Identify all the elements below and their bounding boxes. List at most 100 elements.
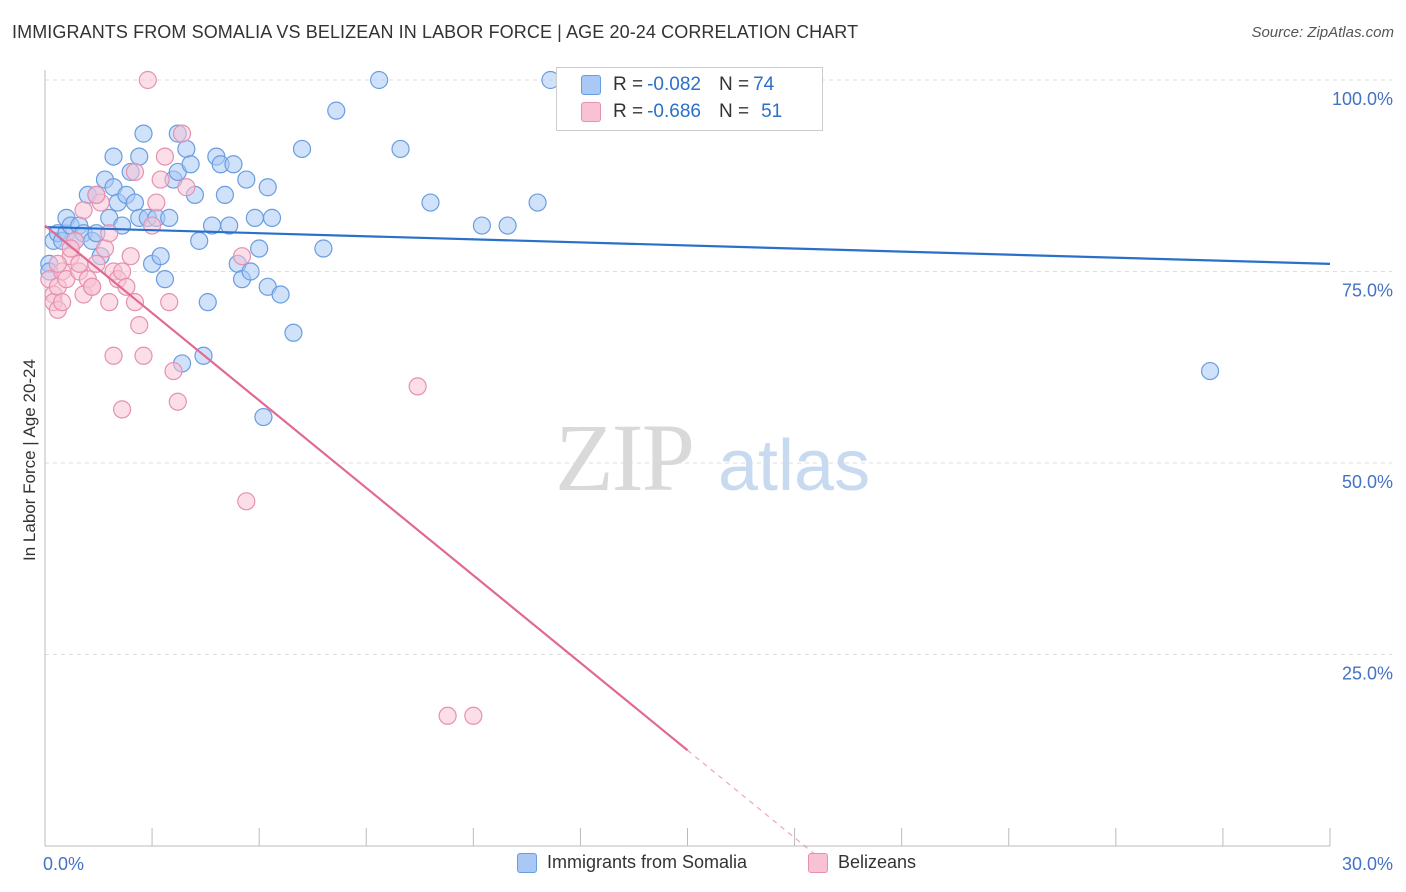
point-somalia [151,247,170,266]
point-somalia [237,170,256,189]
point-somalia [254,407,273,427]
point-somalia [134,124,153,143]
axis-layer [44,70,1331,847]
stats-r-value: -0.686 [647,101,701,122]
grid-layer [45,79,1392,655]
stats-swatch-somalia [581,75,601,95]
point-belizeans [95,239,115,258]
stats-n-label: N = [718,74,750,95]
point-belizeans [177,178,196,197]
point-belizeans [147,193,166,212]
point-belizeans [138,70,157,90]
point-belizeans [112,262,132,281]
point-somalia [224,155,243,174]
stats-r-label: R = [613,101,644,122]
point-belizeans [125,162,145,182]
point-belizeans [160,293,179,312]
point-somalia [370,70,389,90]
point-somalia [220,216,239,235]
stats-legend: R = -0.082 N = 74 R = -0.686 N = 51 [556,67,823,131]
point-belizeans [464,706,483,725]
point-somalia [181,155,200,174]
point-somalia [1200,361,1220,381]
stats-row-belizeans: R = -0.686 N = 51 [581,101,782,123]
point-belizeans [125,293,145,312]
y-tick-label: 25.0% [1342,664,1393,684]
chart-title: IMMIGRANTS FROM SOMALIA VS BELIZEAN IN L… [12,22,859,42]
point-belizeans [87,185,106,204]
point-somalia [314,239,333,258]
point-somalia [130,147,149,166]
point-belizeans [53,293,72,312]
legend-item-somalia[interactable]: Immigrants from Somalia [517,852,747,873]
point-somalia [284,323,303,342]
point-somalia [472,216,491,235]
point-belizeans [100,293,119,312]
stats-r-label: R = [613,74,644,95]
y-tick-label: 75.0% [1342,281,1393,301]
stats-row-somalia: R = -0.082 N = 74 [581,74,774,96]
point-belizeans [237,492,256,511]
point-somalia [245,208,264,227]
point-belizeans [408,377,427,396]
point-belizeans [70,254,89,273]
point-belizeans [172,124,192,143]
y-tick-label: 50.0% [1342,472,1393,492]
trend-extension-belizeans [687,749,817,856]
point-belizeans [121,247,140,266]
point-belizeans [438,706,457,725]
bottom-legend: Immigrants from Somalia Belizeans [0,852,1406,878]
point-belizeans [74,201,93,220]
point-belizeans [164,361,183,381]
point-somalia [177,139,196,159]
x-tick-label: 30.0% [1342,854,1393,874]
point-belizeans [48,254,67,273]
stats-r-value: -0.082 [647,74,701,95]
trend-line-somalia [44,225,1331,265]
point-somalia [421,193,440,212]
legend-label-belizeans: Belizeans [838,852,917,872]
point-somalia [198,293,217,312]
point-somalia [528,193,547,212]
point-somalia [190,231,209,250]
stats-n-label: N = [718,101,750,122]
source-credit: Source: ZipAtlas.com [1251,24,1394,41]
point-belizeans [100,224,119,243]
point-somalia [104,147,123,166]
legend-label-somalia: Immigrants from Somalia [547,852,748,872]
point-somalia [215,185,234,204]
point-belizeans [112,400,132,419]
point-somalia [292,139,312,159]
trend-layer [44,224,1331,856]
point-belizeans [168,392,187,411]
point-somalia [258,178,277,197]
point-belizeans [134,346,153,365]
point-belizeans [155,147,175,166]
legend-item-belizeans[interactable]: Belizeans [808,852,916,873]
point-belizeans [142,216,162,235]
point-belizeans [151,170,170,189]
stats-n-value: 51 [761,101,783,122]
point-somalia [271,285,290,304]
point-belizeans [104,346,123,365]
stats-swatch-belizeans [581,102,601,122]
point-somalia [262,208,282,227]
point-somalia [241,262,260,281]
point-belizeans [232,247,252,266]
x-tick-label: 0.0% [43,854,84,874]
point-somalia [498,216,517,235]
point-belizeans [117,277,136,296]
legend-swatch-somalia [517,852,537,873]
point-belizeans [130,316,149,335]
points-layer [40,70,1220,725]
watermark-zip: ZIP [555,404,693,511]
stats-n-value: 74 [753,74,775,95]
point-somalia [160,208,179,227]
trend-line-belizeans [44,224,689,752]
point-somalia [391,139,410,159]
watermark-atlas: atlas [718,426,870,506]
tick-label-layer: 100.0% 75.0% 50.0% 25.0% 0.0% 30.0% [43,89,1393,874]
legend-swatch-belizeans [808,852,828,873]
y-tick-label: 100.0% [1332,89,1393,109]
